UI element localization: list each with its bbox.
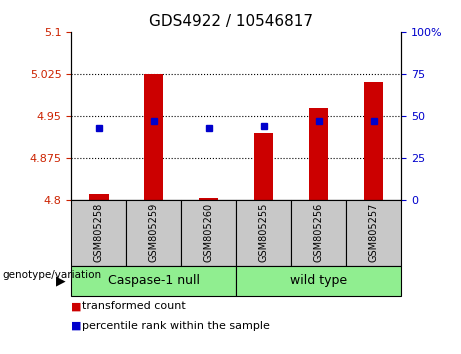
Text: percentile rank within the sample: percentile rank within the sample <box>82 321 270 331</box>
Text: GSM805258: GSM805258 <box>94 203 104 262</box>
Text: GSM805255: GSM805255 <box>259 203 269 262</box>
Text: GSM805259: GSM805259 <box>149 203 159 262</box>
Text: GDS4922 / 10546817: GDS4922 / 10546817 <box>148 14 313 29</box>
Text: ■: ■ <box>71 301 82 311</box>
Bar <box>254 133 273 200</box>
Bar <box>144 74 164 200</box>
Bar <box>364 82 383 200</box>
Text: GSM805256: GSM805256 <box>313 203 324 262</box>
Text: genotype/variation: genotype/variation <box>2 270 101 280</box>
Bar <box>199 198 219 200</box>
Text: GSM805260: GSM805260 <box>204 203 214 262</box>
Bar <box>89 194 108 200</box>
Bar <box>309 108 328 200</box>
Text: Caspase-1 null: Caspase-1 null <box>108 274 200 287</box>
Text: transformed count: transformed count <box>82 301 186 311</box>
Text: ▶: ▶ <box>56 274 65 287</box>
Text: GSM805257: GSM805257 <box>369 203 378 262</box>
Text: ■: ■ <box>71 321 82 331</box>
Text: wild type: wild type <box>290 274 347 287</box>
